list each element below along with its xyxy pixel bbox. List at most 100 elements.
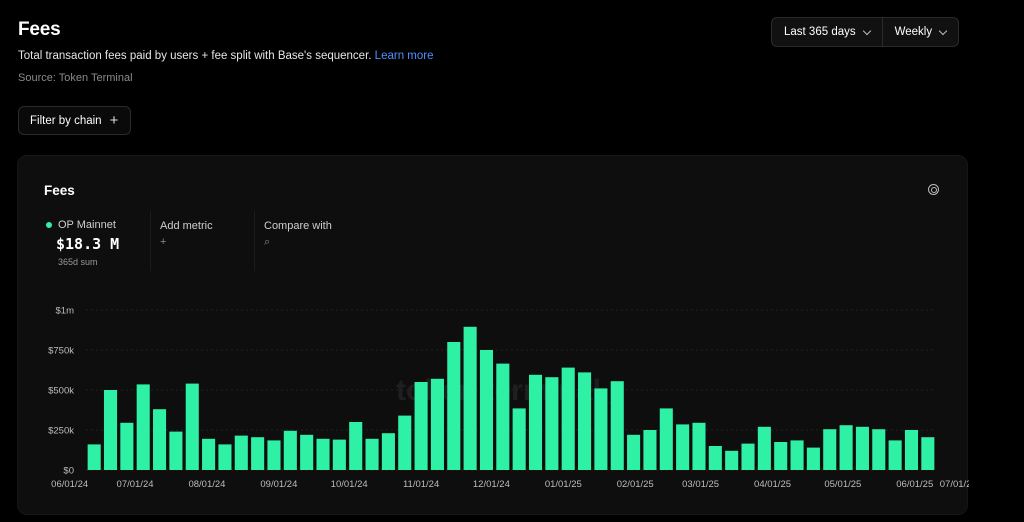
card-title: Fees [44,183,75,198]
x-tick-label: 08/01/24 [188,479,225,490]
search-icon: ⌕ [264,236,271,248]
bar[interactable] [136,384,150,470]
bar[interactable] [430,378,444,470]
metric-name-label: OP Mainnet [58,219,116,231]
x-tick-label: 10/01/24 [331,479,368,490]
bar[interactable] [627,434,641,470]
interval-label: Weekly [894,26,933,38]
bar[interactable] [234,435,248,470]
date-range-dropdown[interactable]: Last 365 days [772,18,882,46]
bar[interactable] [610,381,624,470]
bar[interactable] [904,430,919,470]
bar[interactable] [528,374,543,470]
bar[interactable] [823,429,837,470]
page-subtitle: Total transaction fees paid by users + f… [18,50,433,62]
x-tick-label: 11/01/24 [403,479,439,490]
bar[interactable] [103,390,118,470]
bar[interactable] [839,425,853,470]
y-tick-label: $750k [48,346,74,357]
metric-name: OP Mainnet [46,219,119,231]
bar[interactable] [332,439,346,470]
bar[interactable] [708,446,722,470]
bar[interactable] [398,415,412,470]
bar[interactable] [692,422,706,470]
bar[interactable] [512,408,526,470]
bar[interactable] [169,431,183,470]
metric-op-mainnet[interactable]: OP Mainnet $18.3 M 365d sum [46,219,119,267]
chevron-down-icon [862,26,871,35]
source-label: Source: Token Terminal [18,72,133,84]
x-tick-label: 04/01/25 [754,479,791,490]
compare-with-button[interactable]: Compare with ⌕ [254,211,354,271]
x-tick-label: 05/01/25 [824,479,861,490]
x-tick-label: 01/01/25 [545,479,582,490]
bar[interactable] [251,437,265,470]
range-selector-group: Last 365 days Weekly [771,17,960,47]
bar[interactable] [267,440,281,470]
bar[interactable] [921,437,935,470]
bar[interactable] [676,424,690,470]
bar[interactable] [185,383,199,470]
y-tick-label: $250k [48,426,74,437]
bar[interactable] [806,447,820,470]
bar[interactable] [545,377,559,470]
chevron-down-icon [938,26,948,35]
bar[interactable] [888,440,902,470]
bar[interactable] [872,429,886,470]
y-tick-label: $1m [56,306,75,317]
metric-value: $18.3 M [56,235,120,253]
plus-icon: + [160,236,167,248]
fees-bar-chart: token terminal_ $0$250k$500k$750k$1m 06/… [48,306,969,491]
bar[interactable] [447,342,461,470]
bar[interactable] [87,444,101,470]
y-tick-label: $500k [48,386,74,397]
add-metric-button[interactable]: Add metric + [150,211,250,271]
x-tick-label: 12/01/24 [473,479,510,490]
bar[interactable] [725,450,739,470]
bar[interactable] [283,430,297,470]
bar[interactable] [120,422,134,470]
y-tick-label: $0 [63,466,74,477]
bar[interactable] [643,430,657,470]
bar[interactable] [594,388,608,470]
bar[interactable] [414,382,428,470]
bar[interactable] [774,442,788,470]
bar[interactable] [202,438,216,470]
x-tick-label: 03/01/25 [682,479,719,490]
bar[interactable] [757,426,771,470]
bar[interactable] [218,444,232,470]
filter-by-chain-button[interactable]: Filter by chain + [18,106,131,135]
bar[interactable] [153,409,167,470]
bar[interactable] [349,422,363,470]
bar[interactable] [300,434,314,470]
date-range-label: Last 365 days [784,26,856,38]
chart-card: Fees OP Mainnet $18.3 M 365d sum Add met… [17,155,969,515]
series-dot-icon [46,222,52,228]
x-tick-label: 06/01/24 [51,479,88,490]
filter-label: Filter by chain [30,114,102,127]
page-title: Fees [18,19,61,40]
bar[interactable] [496,363,510,470]
bar[interactable] [316,438,330,470]
bar[interactable] [561,367,575,470]
x-tick-label: 07/01/24 [117,479,154,490]
learn-more-link[interactable]: Learn more [374,50,434,62]
interval-dropdown[interactable]: Weekly [881,18,958,46]
compare-label: Compare with [264,220,332,232]
metric-sub: 365d sum [58,257,98,267]
bar[interactable] [463,326,477,470]
x-tick-label: 09/01/24 [260,479,297,490]
bar[interactable] [855,426,869,470]
bar[interactable] [479,350,494,470]
bar[interactable] [659,408,673,470]
bar[interactable] [790,440,804,470]
subtitle-text: Total transaction fees paid by users + f… [18,50,372,62]
settings-icon[interactable] [928,184,939,195]
bar[interactable] [578,372,592,470]
add-metric-label: Add metric [160,220,213,232]
plus-icon: + [109,112,119,129]
bar[interactable] [365,438,379,470]
x-tick-label: 06/01/25 [896,479,933,490]
bar[interactable] [381,433,395,470]
bar[interactable] [741,443,755,470]
